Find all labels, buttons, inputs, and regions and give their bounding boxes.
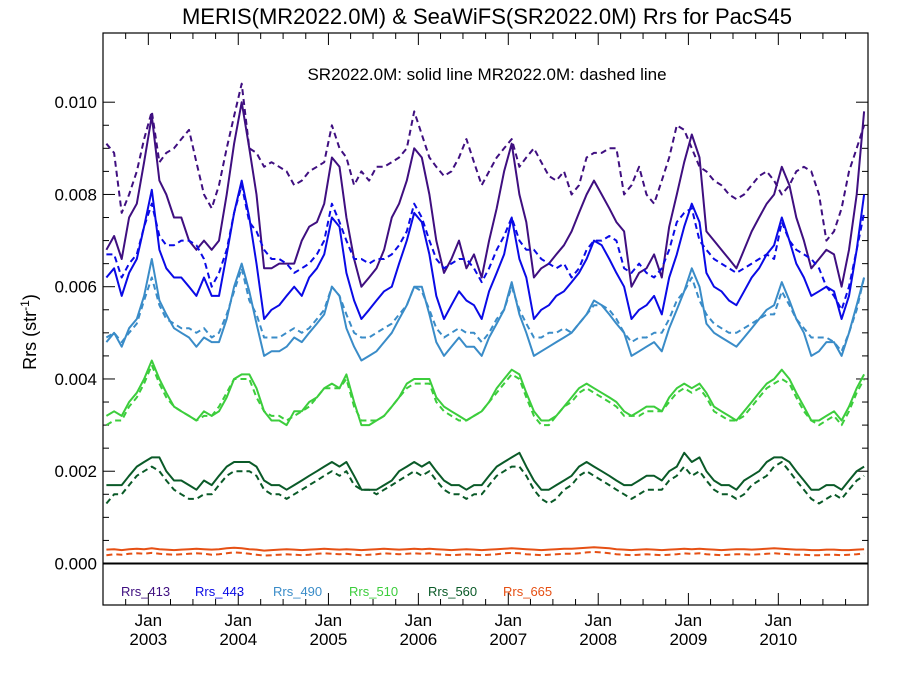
x-tick-year: 2007 — [489, 630, 527, 649]
rrs-665-solid-line — [106, 546, 865, 552]
legend-rrs-665: Rrs_665 — [503, 584, 552, 599]
y-axis-label-main: Rrs (str — [20, 311, 40, 370]
x-tick-month: Jan — [495, 611, 522, 630]
rrs-490-solid-line — [105, 258, 866, 362]
x-tick-year: 2008 — [579, 630, 617, 649]
series-layer — [105, 82, 866, 557]
legend-rrs-413: Rrs_413 — [121, 584, 170, 599]
legend-rrs-490: Rrs_490 — [273, 584, 322, 599]
y-tick-label: 0.008 — [54, 185, 97, 204]
legend: Rrs_413 Rrs_443 Rrs_490 Rrs_510 Rrs_560 Rrs_6… — [121, 584, 552, 599]
y-axis-label-sup: -1 — [18, 300, 32, 311]
plot-frame — [102, 32, 869, 606]
x-tick-year: 2005 — [310, 630, 348, 649]
rrs-413-solid-line — [105, 101, 866, 288]
legend-rrs-510: Rrs_510 — [349, 584, 398, 599]
rrs-413-dashed-line — [105, 82, 866, 242]
x-tick-year: 2003 — [129, 630, 167, 649]
x-tick-month: Jan — [135, 611, 162, 630]
y-axis-label: Rrs (str-1) — [18, 294, 40, 370]
x-tick-month: Jan — [315, 611, 342, 630]
x-tick-month: Jan — [675, 611, 702, 630]
x-tick-year: 2010 — [759, 630, 797, 649]
y-axis: 0.000 0.002 0.004 0.006 0.008 0.010 — [54, 93, 868, 573]
x-tick-month: Jan — [585, 611, 612, 630]
x-tick-year: 2006 — [399, 630, 437, 649]
y-tick-label: 0.006 — [54, 278, 97, 297]
x-tick-month: Jan — [225, 611, 252, 630]
y-tick-label: 0.010 — [54, 93, 97, 112]
x-tick-month: Jan — [405, 611, 432, 630]
x-tick-year: 2004 — [219, 630, 257, 649]
chart-title: MERIS(MR2022.0M) & SeaWiFS(SR2022.0M) Rr… — [182, 4, 792, 29]
rrs-560-dashed-line — [105, 461, 865, 505]
legend-rrs-443: Rrs_443 — [195, 584, 244, 599]
y-tick-label: 0.000 — [54, 554, 97, 573]
x-axis: Jan2003Jan2004Jan2005Jan2006Jan2007Jan20… — [125, 33, 847, 649]
legend-rrs-560: Rrs_560 — [428, 584, 477, 599]
line-style-annotation: SR2022.0M: solid line MR2022.0M: dashed … — [307, 65, 666, 84]
y-tick-label: 0.002 — [54, 462, 97, 481]
rrs-510-dashed-line — [105, 364, 865, 427]
rrs-510-solid-line — [105, 359, 865, 427]
rrs-665-dashed-line — [106, 551, 865, 557]
rrs-560-solid-line — [106, 451, 865, 491]
x-tick-month: Jan — [765, 611, 792, 630]
y-tick-label: 0.004 — [54, 370, 97, 389]
x-tick-year: 2009 — [669, 630, 707, 649]
rrs-443-solid-line — [105, 179, 866, 320]
y-axis-label-close: ) — [20, 294, 40, 300]
